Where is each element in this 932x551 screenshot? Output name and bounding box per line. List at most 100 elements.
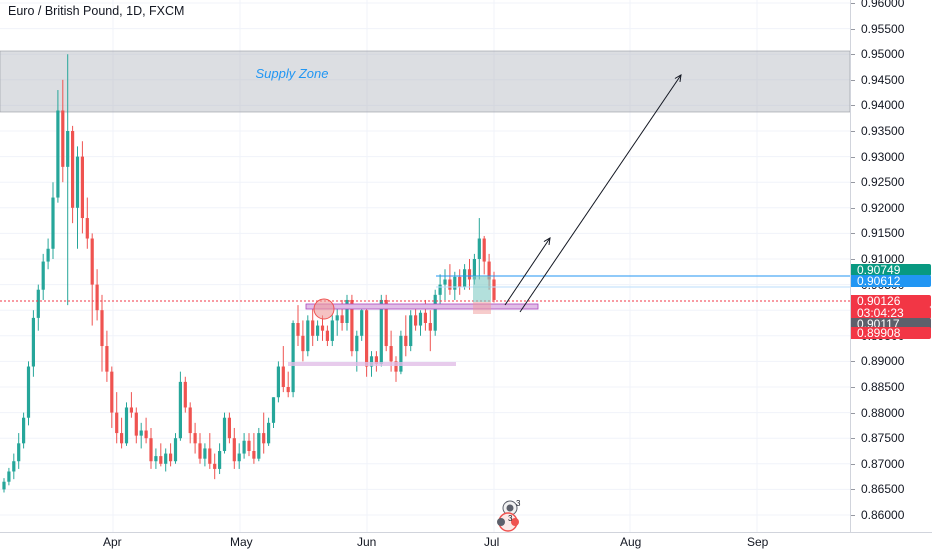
candle-down[interactable] — [232, 438, 236, 462]
candle-up[interactable] — [257, 433, 261, 459]
candle-down[interactable] — [188, 407, 192, 434]
candle-down[interactable] — [296, 323, 300, 336]
candle-up[interactable] — [66, 131, 70, 167]
arrow-long[interactable] — [519, 74, 682, 313]
candle-up[interactable] — [399, 335, 403, 372]
candle-down[interactable] — [115, 412, 119, 434]
candle-down[interactable] — [129, 407, 133, 413]
candle-up[interactable] — [75, 156, 80, 208]
candle-up[interactable] — [409, 315, 413, 347]
candle-up[interactable] — [173, 438, 178, 462]
arrow-short[interactable] — [504, 237, 551, 306]
candle-down[interactable] — [389, 346, 393, 362]
candle-down[interactable] — [85, 218, 89, 239]
candle-up[interactable] — [36, 289, 40, 318]
candle-up[interactable] — [46, 248, 50, 262]
candle-up[interactable] — [438, 284, 442, 295]
candle-up[interactable] — [31, 317, 35, 367]
candle-down[interactable] — [423, 312, 427, 323]
candle-down[interactable] — [325, 330, 329, 341]
candle-up[interactable] — [154, 456, 158, 462]
candle-down[interactable] — [301, 335, 305, 352]
candle-down[interactable] — [374, 356, 378, 364]
candle-down[interactable] — [448, 279, 452, 290]
candle-down[interactable] — [394, 361, 398, 372]
candle-up[interactable] — [433, 294, 437, 331]
candle-down[interactable] — [213, 463, 217, 469]
event-icon-1[interactable]: 3 — [500, 499, 524, 517]
candle-up[interactable] — [56, 110, 60, 198]
lower-zone[interactable] — [288, 362, 456, 366]
candle-up[interactable] — [12, 461, 16, 472]
candle-up[interactable] — [22, 417, 26, 444]
candle-up[interactable] — [443, 279, 447, 285]
chart-area[interactable]: Supply Zone Euro / British Pound, 1D, FX… — [0, 0, 850, 532]
candle-down[interactable] — [144, 430, 148, 439]
candle-up[interactable] — [2, 481, 6, 490]
candle-up[interactable] — [242, 440, 246, 454]
candle-down[interactable] — [149, 438, 153, 462]
candle-down[interactable] — [404, 335, 408, 347]
candle-down[interactable] — [286, 387, 290, 393]
candle-down[interactable] — [61, 110, 65, 167]
candle-down[interactable] — [467, 269, 472, 280]
candle-down[interactable] — [90, 238, 94, 285]
candle-up[interactable] — [17, 443, 21, 462]
candle-up[interactable] — [178, 381, 182, 439]
price-tag[interactable]: 0.89908 — [851, 327, 931, 339]
event-icon-2[interactable]: 3 — [488, 512, 528, 532]
candle-up[interactable] — [453, 276, 457, 290]
candle-up[interactable] — [418, 312, 423, 326]
candle-up[interactable] — [267, 422, 271, 444]
candle-down[interactable] — [134, 412, 138, 436]
candle-down[interactable] — [227, 417, 231, 439]
candle-up[interactable] — [463, 269, 467, 288]
candle-up[interactable] — [335, 315, 339, 321]
highlight-circle[interactable] — [313, 298, 335, 320]
candle-down[interactable] — [311, 320, 315, 336]
candle-up[interactable] — [355, 335, 359, 352]
candle-down[interactable] — [95, 284, 99, 311]
candle-down[interactable] — [458, 276, 462, 288]
candle-up[interactable] — [271, 397, 276, 423]
symbol-title[interactable]: Euro / British Pound, 1D, FXCM — [8, 4, 185, 18]
candle-up[interactable] — [51, 197, 55, 249]
price-axis[interactable]: 0.96000 0.95500 0.95000 0.94500 0.94000 0.935… — [850, 0, 932, 550]
candle-down[interactable] — [208, 448, 212, 464]
candle-down[interactable] — [365, 310, 369, 367]
candle-down[interactable] — [384, 299, 388, 347]
candle-up[interactable] — [330, 320, 334, 341]
candle-down[interactable] — [281, 366, 285, 387]
candle-up[interactable] — [316, 325, 320, 336]
candle-up[interactable] — [218, 451, 222, 469]
candle-up[interactable] — [472, 259, 476, 280]
candle-down[interactable] — [193, 433, 197, 444]
candle-down[interactable] — [414, 315, 418, 326]
price-tag[interactable]: 0.90126 — [851, 295, 931, 307]
candle-down[interactable] — [71, 131, 75, 208]
candle-down[interactable] — [120, 433, 124, 444]
candle-up[interactable] — [7, 471, 11, 482]
candle-down[interactable] — [105, 346, 109, 372]
candle-up[interactable] — [203, 448, 207, 459]
candle-down[interactable] — [340, 315, 344, 323]
candle-up[interactable] — [41, 261, 45, 290]
candle-down[interactable] — [492, 279, 496, 300]
candle-up[interactable] — [276, 366, 280, 398]
candle-down[interactable] — [159, 456, 163, 464]
candle-down[interactable] — [198, 443, 202, 459]
candle-down[interactable] — [247, 440, 251, 451]
candle-down[interactable] — [350, 299, 354, 352]
position-loss[interactable] — [473, 302, 491, 314]
position-profit[interactable] — [473, 276, 491, 302]
candle-up[interactable] — [345, 299, 349, 323]
price-tag[interactable]: 0.90612 — [851, 275, 931, 287]
candle-up[interactable] — [237, 453, 241, 462]
candle-up[interactable] — [369, 356, 374, 367]
candle-up[interactable] — [164, 453, 168, 464]
supply-zone[interactable] — [0, 50, 850, 113]
candle-down[interactable] — [482, 238, 486, 262]
candle-up[interactable] — [139, 430, 143, 436]
candle-down[interactable] — [320, 325, 325, 331]
candle-up[interactable] — [124, 407, 129, 444]
